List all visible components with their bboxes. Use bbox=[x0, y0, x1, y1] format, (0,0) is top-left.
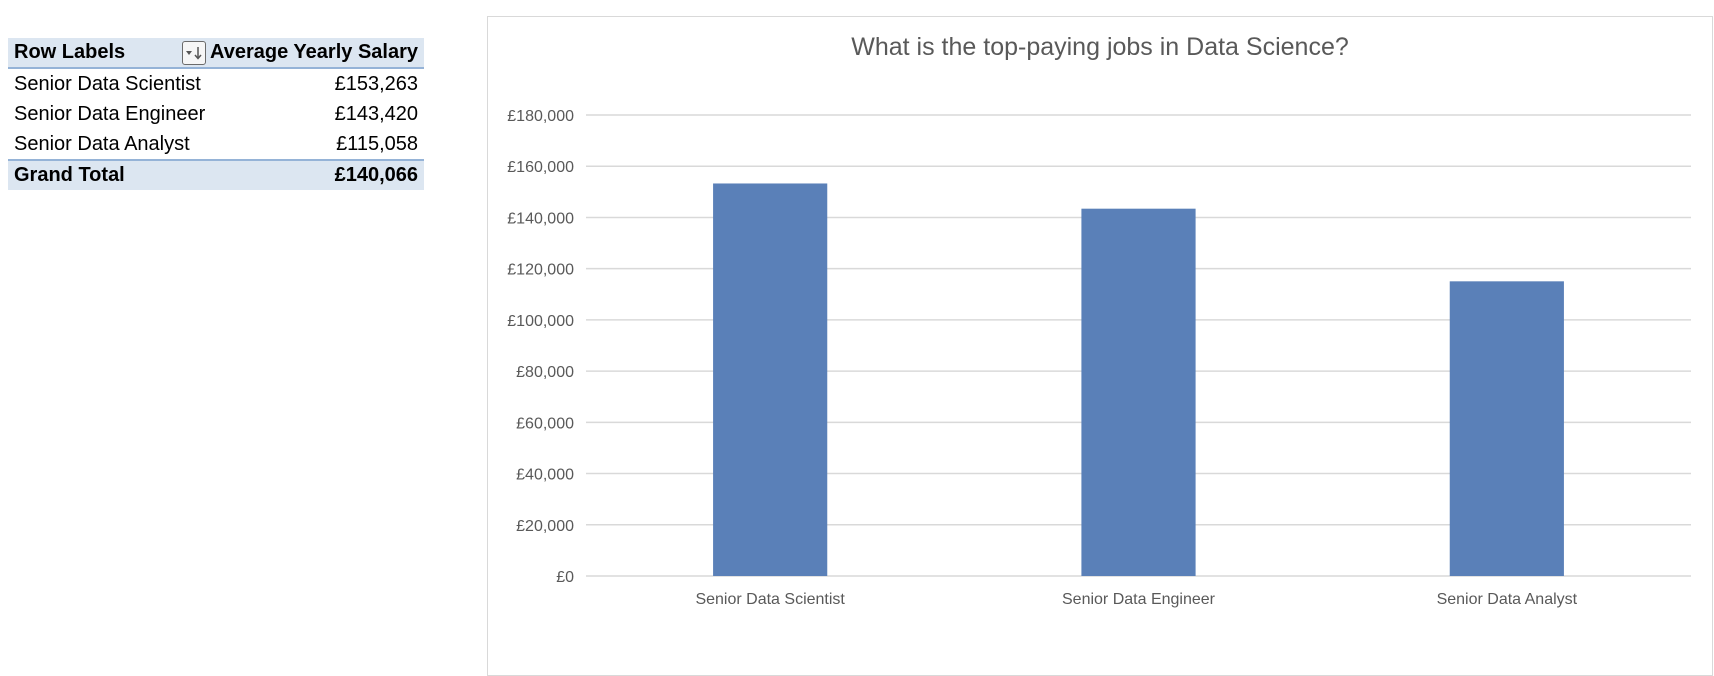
pivot-data-row: Senior Data Analyst £115,058 bbox=[8, 129, 424, 159]
sort-filter-icon[interactable] bbox=[182, 40, 207, 65]
y-tick-label: £40,000 bbox=[516, 467, 574, 484]
bar[interactable] bbox=[1081, 208, 1196, 577]
pivot-table: Row Labels Average Yearly Salary Senior … bbox=[8, 38, 424, 190]
y-tick-label: £180,000 bbox=[507, 108, 574, 125]
y-tick-label: £60,000 bbox=[516, 415, 574, 432]
value-header: Average Yearly Salary bbox=[210, 41, 418, 63]
x-tick-label: Senior Data Engineer bbox=[1062, 591, 1216, 608]
y-tick-label: £20,000 bbox=[516, 518, 574, 535]
y-tick-label: £80,000 bbox=[516, 364, 574, 381]
y-tick-label: £140,000 bbox=[507, 210, 574, 227]
chart-area[interactable]: What is the top-paying jobs in Data Scie… bbox=[487, 16, 1713, 676]
x-tick-label: Senior Data Scientist bbox=[695, 591, 845, 608]
row-value: £153,263 bbox=[334, 72, 418, 95]
row-value: £143,420 bbox=[334, 102, 418, 125]
row-label: Senior Data Engineer bbox=[14, 102, 206, 125]
y-tick-label: £160,000 bbox=[507, 159, 574, 176]
grand-total-label: Grand Total bbox=[14, 164, 125, 186]
pivot-header-row: Row Labels Average Yearly Salary bbox=[8, 38, 424, 69]
y-tick-label: £100,000 bbox=[507, 313, 574, 330]
bar[interactable] bbox=[1449, 281, 1564, 576]
row-labels-header-text: Row Labels bbox=[14, 41, 126, 63]
y-tick-label: £120,000 bbox=[507, 262, 574, 279]
sort-filter-glyph bbox=[186, 46, 202, 60]
pivot-total-row: Grand Total £140,066 bbox=[8, 159, 424, 190]
row-label: Senior Data Scientist bbox=[14, 72, 201, 95]
bar[interactable] bbox=[713, 183, 828, 576]
bar-chart: £0 £20,000 £40,000 £60,000 £80,000 £100,000 £1… bbox=[507, 108, 1691, 608]
chart-title: What is the top-paying jobs in Data Scie… bbox=[851, 33, 1349, 61]
pivot-data-row: Senior Data Scientist £153,263 bbox=[8, 69, 424, 99]
x-tick-label: Senior Data Analyst bbox=[1437, 591, 1578, 608]
y-tick-label: £0 bbox=[556, 569, 574, 586]
pivot-data-row: Senior Data Engineer £143,420 bbox=[8, 99, 424, 129]
row-label: Senior Data Analyst bbox=[14, 132, 190, 155]
row-value: £115,058 bbox=[336, 132, 418, 155]
row-labels-header: Row Labels bbox=[8, 40, 210, 65]
grand-total-value: £140,066 bbox=[334, 164, 418, 186]
